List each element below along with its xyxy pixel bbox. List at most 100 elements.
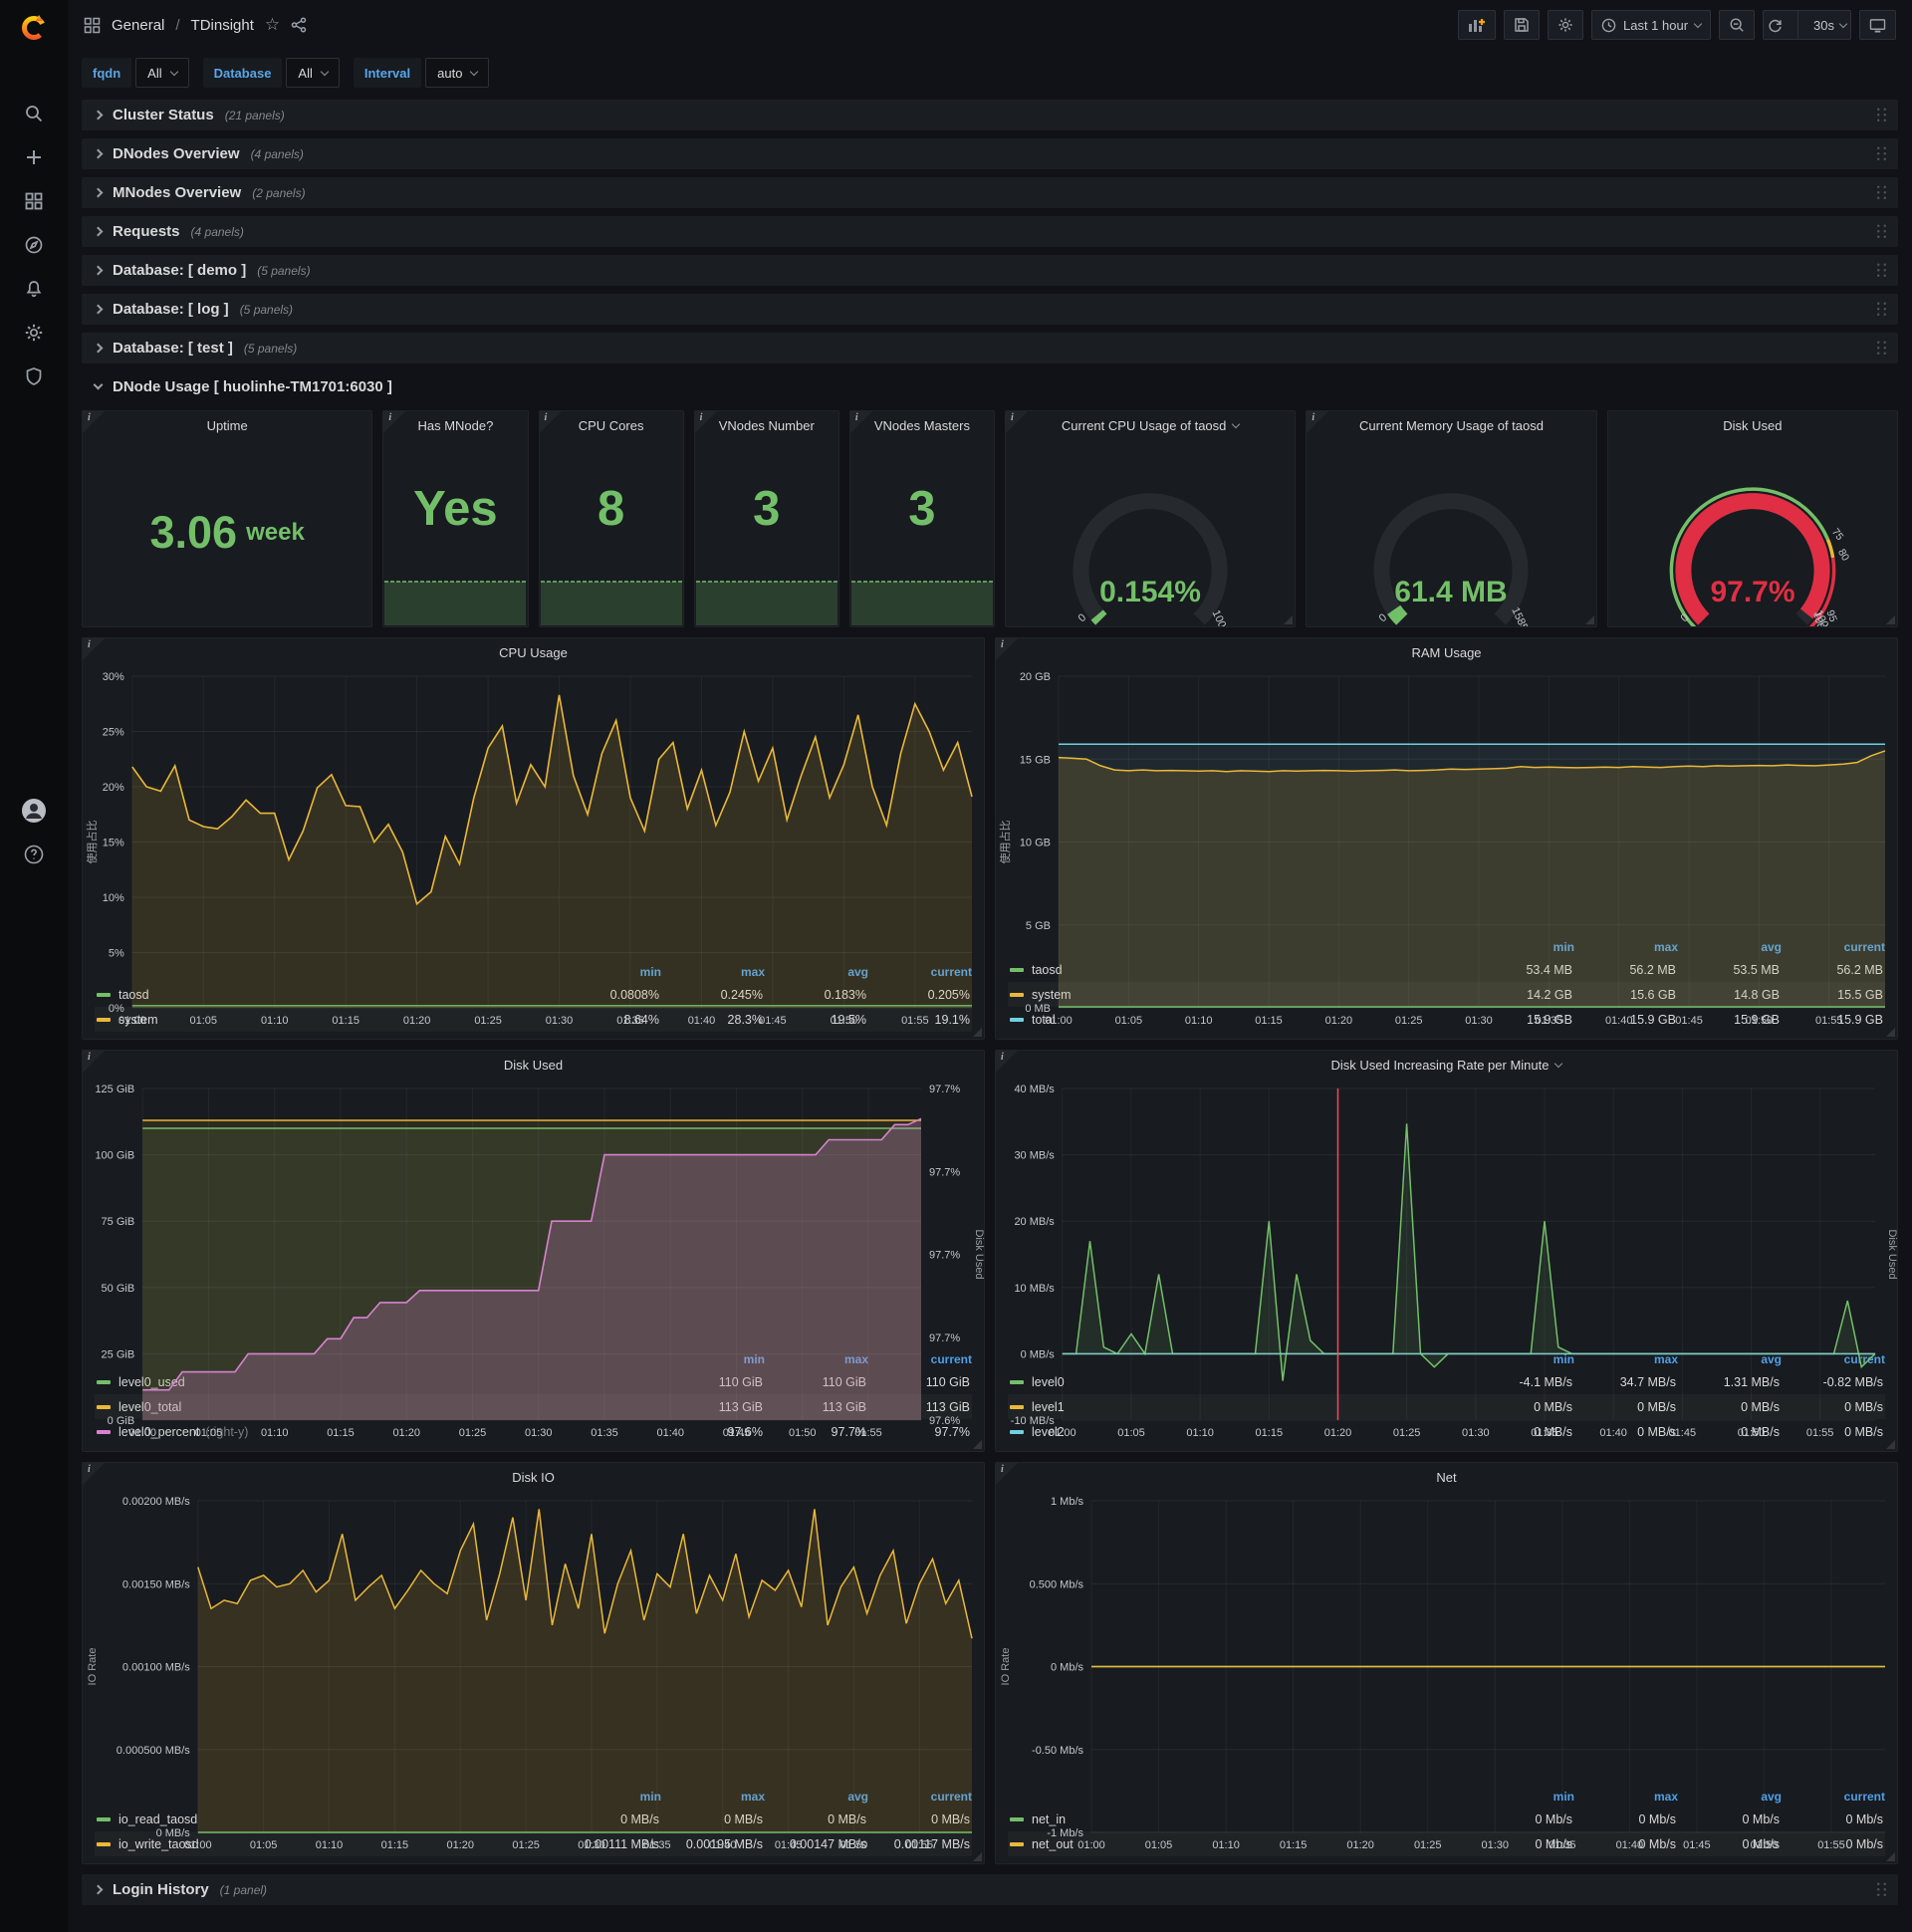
dashboards-icon[interactable]	[0, 179, 68, 223]
row-database-log[interactable]: Database: [ log ] (5 panels)	[82, 294, 1898, 325]
panel-title[interactable]: Current Memory Usage of taosd	[1359, 417, 1544, 433]
panel-title[interactable]: CPU Usage	[499, 644, 568, 660]
legend-col-min[interactable]: min	[1553, 940, 1574, 954]
legend-row-taosd[interactable]: taosd 53.4 MB 56.2 MB 53.5 MB 56.2 MB	[1008, 957, 1885, 982]
row-login-history[interactable]: Login History (1 panel)	[82, 1874, 1898, 1905]
variable-interval-value-dropdown[interactable]: auto	[425, 58, 490, 88]
alerting-bell-icon[interactable]	[0, 267, 68, 311]
cpu-usage-plot[interactable]: 0% 5% 10% 15% 20% 25% 30% 01:00 01:05 01:10 01:15 0…	[83, 666, 984, 1027]
legend-series-name[interactable]: net_out	[1032, 1836, 1074, 1851]
panel-resize-handle[interactable]	[973, 1440, 982, 1449]
breadcrumb-section[interactable]: General	[112, 16, 165, 34]
panel-title[interactable]: Uptime	[206, 417, 248, 433]
row-database-test[interactable]: Database: [ test ] (5 panels)	[82, 333, 1898, 363]
legend-series-name[interactable]: level0_percent	[119, 1424, 200, 1439]
legend-col-min[interactable]: min	[639, 1790, 661, 1804]
legend-col-max[interactable]: max	[740, 1790, 765, 1804]
panel-title[interactable]: Disk Used	[503, 1057, 564, 1073]
row-drag-handle[interactable]	[1875, 107, 1888, 123]
legend-col-avg[interactable]: avg	[847, 1790, 868, 1804]
legend-series-name[interactable]: io_write_taosd	[119, 1836, 199, 1851]
refresh-interval-dropdown[interactable]: 30s	[1809, 18, 1850, 33]
panel-info-icon[interactable]: i	[849, 411, 872, 433]
panel-title[interactable]: Disk Used	[1723, 417, 1783, 433]
panel-title[interactable]: Has MNode?	[417, 417, 494, 433]
legend-series-name[interactable]: net_in	[1032, 1811, 1067, 1826]
net-plot[interactable]: -1 Mb/s -0.50 Mb/s 0 Mb/s 0.500 Mb/s 1 Mb/s 0…	[996, 1491, 1897, 1851]
legend-col-min[interactable]: min	[1553, 1352, 1574, 1366]
legend-row-level0_percent[interactable]: level0_percent (right-y) 97.6% 97.7% 97.7%	[95, 1419, 972, 1444]
legend-series-name[interactable]: level0_used	[119, 1374, 185, 1389]
row-mnodes-overview[interactable]: MNodes Overview (2 panels)	[82, 177, 1898, 208]
panel-info-icon[interactable]: i	[694, 411, 717, 433]
legend-row-level0_used[interactable]: level0_used 110 GiB 110 GiB 110 GiB	[95, 1369, 972, 1394]
legend-row-system[interactable]: system 14.2 GB 15.6 GB 14.8 GB 15.5 GB	[1008, 982, 1885, 1007]
panel-resize-handle[interactable]	[973, 1852, 982, 1861]
legend-series-name[interactable]: io_read_taosd	[119, 1811, 198, 1826]
legend-col-avg[interactable]: avg	[1761, 940, 1782, 954]
zoom-out-time-button[interactable]	[1719, 10, 1756, 40]
legend-col-avg[interactable]: avg	[847, 965, 868, 979]
panel-resize-handle[interactable]	[1886, 1440, 1895, 1449]
panel-info-icon[interactable]: i	[83, 1051, 105, 1073]
legend-row-net_in[interactable]: net_in 0 Mb/s 0 Mb/s 0 Mb/s 0 Mb/s	[1008, 1807, 1885, 1831]
disk-rate-plot[interactable]: -10 MB/s 0 MB/s 10 MB/s 20 MB/s 30 MB/s 40 MB…	[996, 1079, 1897, 1439]
legend-series-name[interactable]: system	[119, 1012, 158, 1027]
legend-col-max[interactable]: max	[843, 1352, 868, 1366]
search-icon[interactable]	[0, 92, 68, 135]
legend-col-current[interactable]: current	[1843, 940, 1885, 954]
panel-info-icon[interactable]: i	[996, 1463, 1018, 1485]
panel-info-icon[interactable]: i	[1006, 411, 1028, 433]
legend-col-avg[interactable]: avg	[1761, 1790, 1782, 1804]
row-requests[interactable]: Requests (4 panels)	[82, 216, 1898, 247]
variable-database-value-dropdown[interactable]: All	[286, 58, 340, 88]
panel-info-icon[interactable]: i	[996, 638, 1018, 660]
panel-resize-handle[interactable]	[973, 1028, 982, 1037]
legend-col-max[interactable]: max	[1653, 1352, 1678, 1366]
panel-resize-handle[interactable]	[1584, 615, 1594, 624]
row-dnodes-overview[interactable]: DNodes Overview (4 panels)	[82, 138, 1898, 169]
add-panel-button[interactable]	[1457, 10, 1496, 40]
row-database-demo[interactable]: Database: [ demo ] (5 panels)	[82, 255, 1898, 286]
legend-row-level0_total[interactable]: level0_total 113 GiB 113 GiB 113 GiB	[95, 1394, 972, 1419]
help-icon[interactable]	[0, 833, 68, 876]
legend-col-current[interactable]: current	[930, 1352, 972, 1366]
legend-col-min[interactable]: min	[743, 1352, 765, 1366]
panel-resize-handle[interactable]	[1886, 615, 1895, 624]
star-icon[interactable]: ☆	[264, 15, 281, 34]
panel-title[interactable]: Disk Used Increasing Rate per Minute	[996, 1051, 1897, 1079]
panel-title[interactable]: VNodes Number	[718, 417, 815, 433]
variable-fqdn-value-dropdown[interactable]: All	[135, 58, 189, 88]
panel-title[interactable]: Current CPU Usage of taosd	[1006, 411, 1295, 439]
panel-info-icon[interactable]: i	[83, 1463, 105, 1485]
panel-resize-handle[interactable]	[1284, 615, 1294, 624]
legend-row-system[interactable]: system 8.64% 28.3% 19.5% 19.1%	[95, 1007, 972, 1032]
legend-col-min[interactable]: min	[1553, 1790, 1574, 1804]
row-drag-handle[interactable]	[1875, 340, 1888, 357]
legend-row-taosd[interactable]: taosd 0.0808% 0.245% 0.183% 0.205%	[95, 982, 972, 1007]
legend-row-level1[interactable]: level1 0 MB/s 0 MB/s 0 MB/s 0 MB/s	[1008, 1394, 1885, 1419]
panel-title[interactable]: RAM Usage	[1411, 644, 1482, 660]
panel-title[interactable]: Net	[1436, 1469, 1457, 1485]
panel-info-icon[interactable]: i	[83, 638, 105, 660]
legend-col-current[interactable]: current	[1843, 1790, 1885, 1804]
panel-info-icon[interactable]: i	[383, 411, 406, 433]
legend-col-max[interactable]: max	[740, 965, 765, 979]
legend-series-name[interactable]: system	[1032, 987, 1072, 1002]
panel-title[interactable]: CPU Cores	[578, 417, 644, 433]
legend-row-io_read_taosd[interactable]: io_read_taosd 0 MB/s 0 MB/s 0 MB/s 0 MB/s	[95, 1807, 972, 1831]
legend-col-avg[interactable]: avg	[1761, 1352, 1782, 1366]
legend-series-name[interactable]: level0	[1032, 1374, 1065, 1389]
panel-info-icon[interactable]: i	[83, 411, 105, 433]
legend-row-net_out[interactable]: net_out 0 Mb/s 0 Mb/s 0 Mb/s 0 Mb/s	[1008, 1831, 1885, 1856]
server-admin-shield-icon[interactable]	[0, 355, 68, 398]
disk-io-plot[interactable]: 0 MB/s 0.000500 MB/s 0.00100 MB/s 0.00150 M…	[83, 1491, 984, 1851]
cycle-view-mode-button[interactable]	[1859, 10, 1896, 40]
legend-row-io_write_taosd[interactable]: io_write_taosd 0.00111 MB/s 0.00195 MB/s 0.…	[95, 1831, 972, 1856]
row-drag-handle[interactable]	[1875, 223, 1888, 240]
panel-info-icon[interactable]: i	[1307, 411, 1329, 433]
explore-compass-icon[interactable]	[0, 223, 68, 267]
row-cluster-status[interactable]: Cluster Status (21 panels)	[82, 100, 1898, 130]
legend-col-current[interactable]: current	[1843, 1352, 1885, 1366]
legend-series-name[interactable]: level1	[1032, 1399, 1065, 1414]
